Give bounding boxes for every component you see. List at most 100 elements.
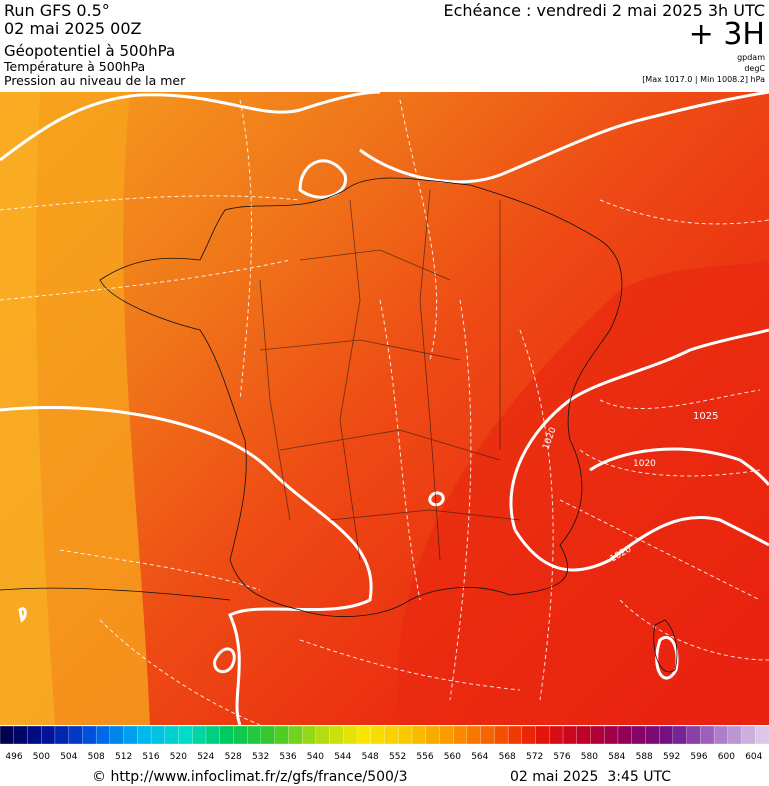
colorbar-label: 584 <box>608 752 625 762</box>
colorbar-swatch <box>343 725 358 745</box>
colorbar-label: 576 <box>553 752 570 762</box>
colorbar-label: 564 <box>471 752 488 762</box>
timestamp: 02 mai 2025 3:45 UTC <box>510 769 671 785</box>
map <box>0 90 769 726</box>
colorbar-swatch <box>54 725 70 745</box>
colorbar-swatch <box>425 725 441 745</box>
colorbar-label: 604 <box>745 752 762 762</box>
colorbar-swatch <box>549 725 564 745</box>
colorbar-swatch <box>95 725 111 745</box>
colorbar-label: 516 <box>142 752 159 762</box>
contour-label: 1020 <box>633 459 656 469</box>
colorbar-label: 540 <box>307 752 324 762</box>
colorbar-label: 568 <box>499 752 516 762</box>
colorbar-swatch <box>137 725 152 745</box>
colorbar-label: 512 <box>115 752 132 762</box>
field-1: Géopotentiel à 500hPa <box>4 42 175 60</box>
colorbar-label: 580 <box>581 752 598 762</box>
colorbar-label: 552 <box>389 752 406 762</box>
colorbar-swatch <box>301 725 317 745</box>
colorbar: 496 500 504 508 512 516 520 524 528 532 536 540 544 5… <box>0 725 769 762</box>
colorbar-label: 500 <box>33 752 50 762</box>
colorbar-swatch <box>329 725 344 745</box>
colorbar-swatch <box>617 725 633 745</box>
colorbar-label: 532 <box>252 752 269 762</box>
colorbar-swatch <box>658 725 674 745</box>
colorbar-swatch <box>741 725 756 745</box>
colorbar-label: 520 <box>170 752 187 762</box>
field-3: Pression au niveau de la mer <box>4 73 186 88</box>
contour-label: 1025 <box>693 411 718 422</box>
colorbar-label: 524 <box>197 752 214 762</box>
colorbar-swatch <box>82 725 97 745</box>
colorbar-label: 508 <box>88 752 105 762</box>
pressure-range: [Max 1017.0 | Min 1008.2] hPa <box>642 75 765 84</box>
colorbar-swatch <box>233 725 248 745</box>
colorbar-swatch <box>274 725 290 745</box>
source-link: © http://www.infoclimat.fr/z/gfs/france/… <box>92 769 408 785</box>
colorbar-swatch <box>727 725 743 745</box>
colorbar-label: 596 <box>690 752 707 762</box>
run-date: 02 mai 2025 00Z <box>4 19 142 38</box>
colorbar-swatch <box>68 725 84 745</box>
colorbar-swatch <box>288 725 303 745</box>
colorbar-swatch <box>356 725 372 745</box>
colorbar-swatch <box>27 725 42 745</box>
echeance: Echéance : vendredi 2 mai 2025 3h UTC <box>443 1 765 20</box>
colorbar-swatch <box>713 725 729 745</box>
colorbar-swatch <box>590 725 605 745</box>
colorbar-label: 560 <box>444 752 461 762</box>
colorbar-label: 592 <box>663 752 680 762</box>
colorbar-label: 496 <box>5 752 22 762</box>
lead-time: + 3H <box>689 17 765 52</box>
colorbar-label: 536 <box>279 752 296 762</box>
colorbar-swatch <box>315 725 331 745</box>
colorbar-swatch <box>384 725 399 745</box>
colorbar-label: 588 <box>636 752 653 762</box>
unit-degc: degC <box>744 64 765 73</box>
colorbar-swatch <box>755 725 769 745</box>
field-2: Température à 500hPa <box>3 59 145 74</box>
colorbar-swatch <box>123 725 138 745</box>
colorbar-swatch <box>150 725 166 745</box>
colorbar-swatch <box>370 725 386 745</box>
colorbar-label: 556 <box>416 752 433 762</box>
colorbar-swatch <box>645 725 660 745</box>
run-title: Run GFS 0.5° <box>4 1 110 20</box>
header: Run GFS 0.5° 02 mai 2025 00Z Géopotentie… <box>3 1 765 88</box>
colorbar-label: 504 <box>60 752 77 762</box>
colorbar-label: 544 <box>334 752 351 762</box>
colorbar-swatch <box>439 725 454 745</box>
colorbar-swatch <box>604 725 619 745</box>
colorbar-swatch <box>686 725 701 745</box>
colorbar-swatch <box>192 725 207 745</box>
colorbar-label: 572 <box>526 752 543 762</box>
colorbar-swatch <box>466 725 482 745</box>
colorbar-label: 600 <box>718 752 735 762</box>
colorbar-swatch <box>13 725 29 745</box>
colorbar-swatch <box>41 725 56 745</box>
colorbar-swatch <box>178 725 193 745</box>
colorbar-swatch <box>164 725 180 745</box>
colorbar-swatch <box>494 725 509 745</box>
colorbar-swatch <box>398 725 413 745</box>
colorbar-swatch <box>700 725 715 745</box>
footer: © http://www.infoclimat.fr/z/gfs/france/… <box>92 769 671 785</box>
colorbar-swatch <box>562 725 578 745</box>
colorbar-swatch <box>535 725 550 745</box>
colorbar-label: 548 <box>362 752 379 762</box>
colorbar-swatch <box>109 725 125 745</box>
colorbar-swatch <box>507 725 523 745</box>
colorbar-swatch <box>260 725 276 745</box>
colorbar-swatch <box>247 725 262 745</box>
colorbar-swatch <box>521 725 537 745</box>
colorbar-swatch <box>576 725 592 745</box>
colorbar-swatch <box>672 725 688 745</box>
colorbar-swatch <box>480 725 496 745</box>
colorbar-swatch <box>631 725 647 745</box>
colorbar-swatch <box>205 725 221 745</box>
colorbar-swatch <box>411 725 427 745</box>
colorbar-swatch <box>0 725 15 745</box>
colorbar-swatch <box>219 725 235 745</box>
